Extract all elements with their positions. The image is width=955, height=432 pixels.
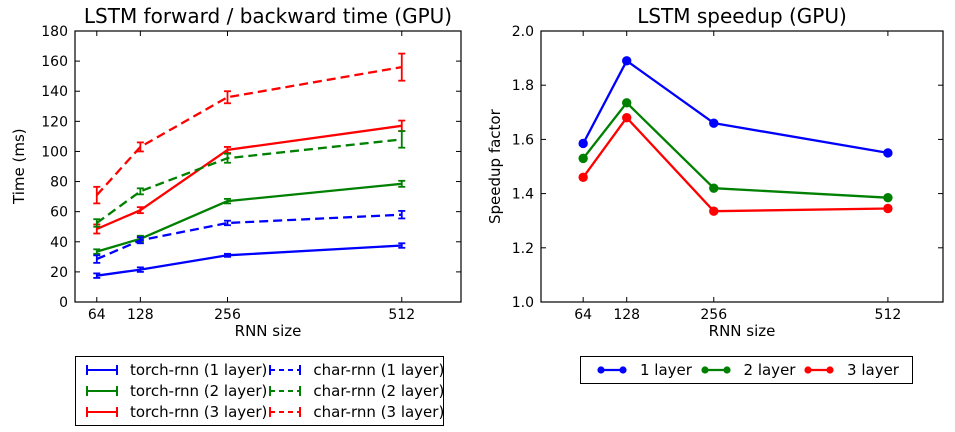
legend-label: char-rnn (1 layer) [313, 361, 445, 380]
legend-entry-torch-rnn-2-layer: torch-rnn (2 layer) [84, 381, 267, 402]
time-chart-title: LSTM forward / backward time (GPU) [83, 4, 453, 28]
time-y-tick-label: 160 [41, 54, 68, 70]
speedup-x-tick-label: 64 [574, 307, 592, 323]
time-y-tick-label: 60 [50, 205, 68, 221]
data-point-marker-2-layer [622, 98, 632, 108]
legend-label: torch-rnn (3 layer) [130, 402, 268, 421]
time-y-tick-label: 0 [59, 295, 68, 311]
data-point-marker-3-layer [622, 113, 632, 123]
errorbar-solid-marker-icon [86, 385, 118, 396]
speedup-y-tick-label: 1.8 [512, 78, 534, 94]
series-line-char-rnn-1-layer [96, 213, 402, 261]
legend-entry-torch-rnn-1-layer: torch-rnn (1 layer) [84, 360, 267, 381]
legend-label: char-rnn (2 layer) [313, 381, 445, 400]
speedup-y-tick-label: 1.6 [512, 132, 534, 148]
series-line-3-layer [582, 116, 888, 213]
legend-label: char-rnn (3 layer) [313, 402, 445, 421]
legend-entry-torch-rnn-3-layer: torch-rnn (3 layer) [84, 401, 267, 422]
data-point-marker-3-layer [578, 172, 588, 183]
data-point-marker-1-layer [578, 138, 588, 149]
time-chart-ylabel: Time (ms) [10, 128, 28, 205]
time-chart-xlabel: RNN size [234, 322, 302, 340]
speedup-x-tick-label: 256 [700, 307, 727, 323]
data-point-marker-2-layer [883, 192, 893, 203]
data-point-marker-1-layer [709, 118, 719, 128]
line-with-dots-marker-icon [597, 366, 627, 374]
legend-entry-1-layer: 1 layer [594, 361, 692, 379]
speedup-chart-title: LSTM speedup (GPU) [637, 4, 847, 28]
data-point-marker-1-layer [883, 148, 893, 158]
time-y-tick-label: 100 [41, 144, 68, 160]
speedup-y-tick-label: 1.4 [512, 187, 534, 203]
speedup-y-tick-label: 1.0 [512, 295, 534, 311]
speedup-y-tick-label: 1.2 [512, 241, 534, 257]
time-x-tick-label: 64 [88, 307, 106, 323]
series-line-char-rnn-2-layer [96, 138, 402, 224]
data-point-marker-1-layer [622, 56, 632, 66]
legend-label: 3 layer [847, 361, 899, 379]
speedup-chart-ylabel: Speedup factor [486, 109, 504, 224]
legend-entry-2-layer: 2 layer [698, 361, 796, 379]
time-x-tick-label: 256 [214, 307, 241, 323]
series-line-2-layer [582, 101, 888, 199]
legend-label: 2 layer [743, 361, 796, 379]
legend-entry-char-rnn-3-layer: char-rnn (3 layer) [267, 401, 444, 422]
data-point-marker-3-layer [883, 203, 893, 214]
data-point-marker-3-layer [709, 206, 719, 216]
speedup-chart-legend: 1 layer 2 layer 3 layer [580, 356, 913, 384]
time-y-tick-label: 40 [50, 235, 68, 251]
errorbar-dashed-marker-icon [269, 385, 302, 396]
speedup-y-tick-label: 2.0 [512, 24, 534, 40]
speedup-x-tick-label: 512 [875, 307, 902, 323]
series-line-torch-rnn-2-layer [96, 182, 402, 253]
data-point-marker-2-layer [578, 153, 588, 164]
series-line-torch-rnn-3-layer [96, 124, 402, 231]
legend-entry-char-rnn-2-layer: char-rnn (2 layer) [267, 381, 444, 402]
legend-label: torch-rnn (1 layer) [130, 361, 268, 380]
time-y-tick-label: 120 [41, 114, 68, 130]
time-y-tick-label: 20 [50, 265, 68, 281]
line-with-dots-marker-icon [700, 366, 731, 374]
series-line-torch-rnn-1-layer [96, 244, 402, 277]
time-x-tick-label: 128 [127, 307, 154, 323]
time-x-tick-label: 512 [388, 307, 415, 323]
legend-entry-char-rnn-1-layer: char-rnn (1 layer) [267, 360, 444, 381]
speedup-x-tick-label: 128 [613, 307, 640, 323]
time-y-tick-label: 140 [41, 84, 68, 100]
series-line-1-layer [582, 59, 889, 155]
time-y-tick-label: 180 [41, 24, 68, 40]
speedup-axes-frame [540, 30, 944, 303]
time-chart-legend: torch-rnn (1 layer) torch-rnn (2 layer) to… [75, 356, 444, 426]
line-with-dots-marker-icon [804, 366, 834, 374]
time-y-tick-label: 80 [50, 175, 68, 191]
data-point-marker-2-layer [709, 183, 719, 193]
legend-label: torch-rnn (2 layer) [130, 381, 268, 400]
speedup-chart-xlabel: RNN size [708, 322, 776, 340]
legend-label: 1 layer [640, 361, 692, 379]
errorbar-dashed-marker-icon [269, 365, 302, 376]
time-axes-frame [74, 30, 462, 303]
errorbar-solid-marker-icon [86, 365, 118, 376]
series-line-char-rnn-3-layer [95, 65, 402, 196]
legend-entry-3-layer: 3 layer [801, 361, 899, 379]
errorbar-dashed-marker-icon [269, 406, 302, 417]
errorbar-solid-marker-icon [86, 406, 118, 417]
